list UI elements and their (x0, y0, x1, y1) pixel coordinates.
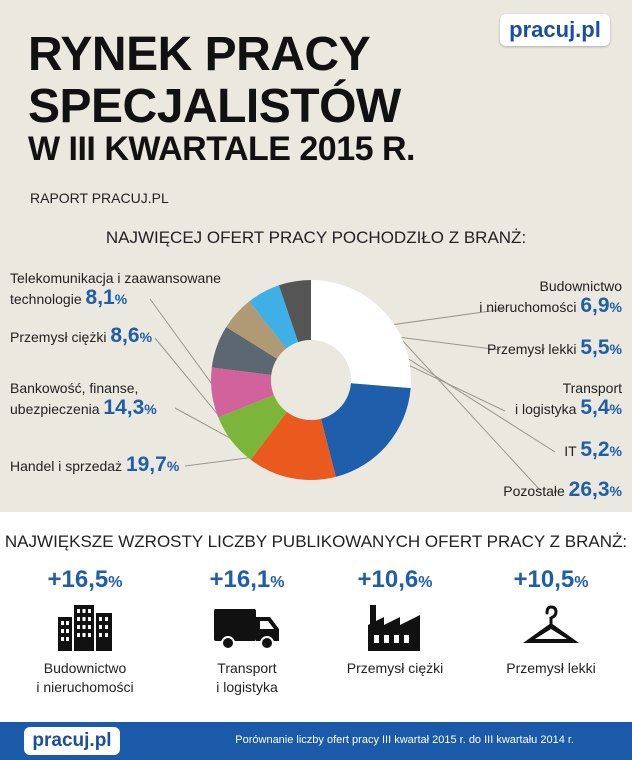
report-subtitle: RAPORT PRACUJ.PL (30, 190, 169, 206)
donut-slice (226, 301, 287, 359)
value-transport: 5,4% (580, 396, 622, 419)
donut-slice (311, 280, 412, 389)
value-bankowosc: 14,3% (103, 396, 157, 419)
growth-item-budownictwo: +16,5% Budownictwo i nieruchomości (10, 566, 160, 697)
growth-title: NAJWIĘKSZE WZROSTY LICZBY PUBLIKOWANYCH … (4, 532, 628, 551)
title-line-1: RYNEK PRACY (28, 28, 371, 81)
donut-slice (211, 326, 278, 375)
donut-slice (320, 383, 411, 477)
chart-title: NAJWIĘCEJ OFERT PRACY POCHODZIŁO Z BRANŻ… (105, 228, 527, 247)
value-handel: 19,7% (125, 453, 180, 476)
label-bankowosc: Bankowość, finanse, ubezpieczenia 14,3% (10, 380, 157, 419)
value-telekom: 8,1% (85, 286, 128, 309)
buildings-icon (58, 605, 112, 651)
growth-label: Transport i logistyka (216, 660, 278, 695)
donut-slices (210, 280, 412, 480)
donut-slice (278, 280, 311, 343)
label-it: IT 5,2% (564, 438, 622, 461)
label-budownictwo: Budownictwo i nieruchomości 6,9% (479, 278, 622, 317)
truck-icon (214, 609, 279, 650)
leader-line (379, 315, 541, 491)
growth-value: +10,6% (357, 566, 433, 593)
growth-item-transport: +16,1% Transport i logistyka (172, 566, 322, 697)
donut-slice (218, 394, 287, 460)
value-it: 5,2% (580, 438, 622, 461)
title-line-2: SPECJALISTÓW (28, 80, 401, 133)
value-pozostale: 26,3% (568, 478, 622, 501)
hanger-icon (523, 605, 579, 643)
growth-item-przemysl-ciezki: +10,6% Przemysł ciężki (320, 566, 470, 678)
growth-value: +10,5% (513, 566, 589, 593)
pracuj-logo[interactable]: pracuj.pl (500, 14, 610, 46)
footnote: Porównanie liczby ofert pracy III kwarta… (235, 734, 574, 746)
label-pozostale: Pozostałe 26,3% (503, 478, 622, 501)
leader-line (149, 298, 219, 393)
donut-slice (210, 367, 274, 418)
label-telekom-line1: Telekomunikacja i zaawansowane (10, 270, 221, 286)
label-telekomunikacja: Telekomunikacja i zaawansowane technolog… (10, 268, 221, 309)
donut-slice (249, 285, 299, 349)
growth-label: Przemysł ciężki (346, 660, 444, 676)
value-przemysl-ciezki: 8,6% (110, 324, 153, 347)
growth-label: Budownictwo i nieruchomości (36, 660, 134, 695)
donut-hole (271, 340, 351, 420)
growth-value: +16,5% (47, 566, 123, 593)
title-line-3: W III KWARTALE 2015 R. (28, 130, 415, 168)
pracuj-logo-footer[interactable]: pracuj.pl (24, 727, 120, 755)
factory-icon (368, 605, 420, 651)
donut-slice (250, 411, 336, 480)
value-budownictwo: 6,9% (580, 294, 622, 317)
donut-chart (149, 280, 556, 491)
label-handel: Handel i sprzedaż 19,7% (10, 453, 180, 476)
label-przemysl-lekki: Przemysł lekki 5,5% (486, 336, 622, 359)
growth-item-przemysl-lekki: +10,5% Przemysł lekki (476, 566, 626, 678)
value-przemysl-lekki: 5,5% (580, 336, 622, 359)
footer-bar: pracuj.pl Porównanie liczby ofert pracy … (0, 722, 632, 760)
label-przemysl-ciezki: Przemysł ciężki 8,6% (10, 324, 153, 347)
growth-label: Przemysł lekki (506, 660, 596, 676)
label-telekom-line2: technologie (10, 291, 82, 307)
label-transport: Transport i logistyka 5,4% (514, 380, 622, 419)
growth-value: +16,1% (209, 566, 285, 593)
